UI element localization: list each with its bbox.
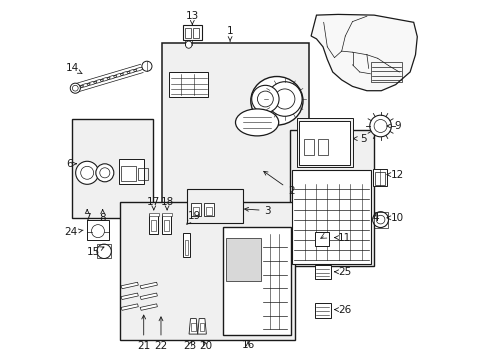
Bar xyxy=(303,139,313,155)
Text: 19: 19 xyxy=(186,211,200,224)
Text: 13: 13 xyxy=(185,11,199,24)
Bar xyxy=(183,233,189,257)
Bar xyxy=(151,220,156,231)
Bar xyxy=(72,119,152,218)
Text: 5: 5 xyxy=(353,134,366,144)
Bar xyxy=(226,238,260,281)
Ellipse shape xyxy=(185,41,192,48)
Bar xyxy=(162,213,171,216)
Circle shape xyxy=(373,120,386,132)
Polygon shape xyxy=(140,293,157,300)
Bar xyxy=(374,172,385,185)
Polygon shape xyxy=(189,319,197,334)
Bar xyxy=(162,214,171,234)
Bar xyxy=(200,323,204,331)
Bar xyxy=(289,130,373,266)
Text: 12: 12 xyxy=(386,170,403,180)
Polygon shape xyxy=(140,304,157,310)
Bar xyxy=(120,202,294,340)
Text: 2: 2 xyxy=(263,171,294,196)
Text: 11: 11 xyxy=(334,233,350,243)
Bar xyxy=(149,214,158,234)
Text: 9: 9 xyxy=(386,121,400,131)
Text: 22: 22 xyxy=(154,317,167,351)
Bar xyxy=(183,25,202,40)
Text: 3: 3 xyxy=(244,206,271,216)
Bar xyxy=(223,227,290,335)
Text: 1: 1 xyxy=(226,26,233,41)
Text: 17: 17 xyxy=(147,197,160,210)
Bar xyxy=(148,213,159,216)
Text: 24: 24 xyxy=(64,227,83,237)
Bar xyxy=(168,72,208,97)
Bar xyxy=(191,323,195,331)
Text: 25: 25 xyxy=(334,267,350,277)
Bar xyxy=(205,207,212,215)
Bar xyxy=(87,220,108,240)
Circle shape xyxy=(274,89,294,109)
Text: 4: 4 xyxy=(372,213,378,223)
Bar xyxy=(299,121,349,165)
Bar xyxy=(138,168,148,180)
Circle shape xyxy=(72,85,78,91)
Text: 26: 26 xyxy=(334,305,350,315)
Text: 6: 6 xyxy=(66,159,76,169)
Bar xyxy=(193,28,199,38)
Bar xyxy=(373,169,386,186)
Circle shape xyxy=(372,212,387,228)
Polygon shape xyxy=(121,282,138,289)
Text: 23: 23 xyxy=(183,341,196,351)
Bar xyxy=(373,212,387,228)
Circle shape xyxy=(267,82,302,116)
Bar xyxy=(184,240,188,255)
Circle shape xyxy=(100,168,110,178)
Circle shape xyxy=(76,161,99,184)
Bar xyxy=(97,244,111,258)
Polygon shape xyxy=(121,304,138,310)
Bar xyxy=(185,28,191,38)
Bar xyxy=(318,139,328,155)
Bar xyxy=(119,159,143,184)
Ellipse shape xyxy=(250,77,303,125)
Circle shape xyxy=(142,61,152,71)
Ellipse shape xyxy=(235,109,278,136)
Bar xyxy=(191,203,201,216)
Text: 8: 8 xyxy=(99,210,106,223)
Bar xyxy=(370,62,401,82)
Bar xyxy=(296,118,352,167)
Circle shape xyxy=(97,244,111,258)
Circle shape xyxy=(81,166,94,179)
Text: 18: 18 xyxy=(160,197,173,210)
Text: 14: 14 xyxy=(66,63,82,73)
Text: 20: 20 xyxy=(199,341,212,351)
Text: 7: 7 xyxy=(84,210,90,223)
Circle shape xyxy=(70,83,80,93)
Bar xyxy=(164,220,169,231)
Bar xyxy=(314,303,330,318)
Circle shape xyxy=(96,164,114,182)
Bar xyxy=(314,232,328,246)
Circle shape xyxy=(369,115,390,137)
Bar xyxy=(291,170,370,264)
Polygon shape xyxy=(121,293,138,300)
Bar xyxy=(186,189,242,223)
Polygon shape xyxy=(310,14,416,91)
Bar xyxy=(192,207,199,215)
Bar xyxy=(121,166,136,181)
Text: 15: 15 xyxy=(86,247,104,257)
Bar xyxy=(162,43,309,223)
Text: 10: 10 xyxy=(386,213,403,223)
Circle shape xyxy=(257,91,273,107)
Circle shape xyxy=(251,85,279,113)
Circle shape xyxy=(375,215,384,224)
Text: 21: 21 xyxy=(137,315,150,351)
Polygon shape xyxy=(197,319,206,334)
Polygon shape xyxy=(140,282,157,289)
Bar xyxy=(204,203,214,216)
Text: 16: 16 xyxy=(241,340,254,350)
Bar xyxy=(314,265,330,279)
